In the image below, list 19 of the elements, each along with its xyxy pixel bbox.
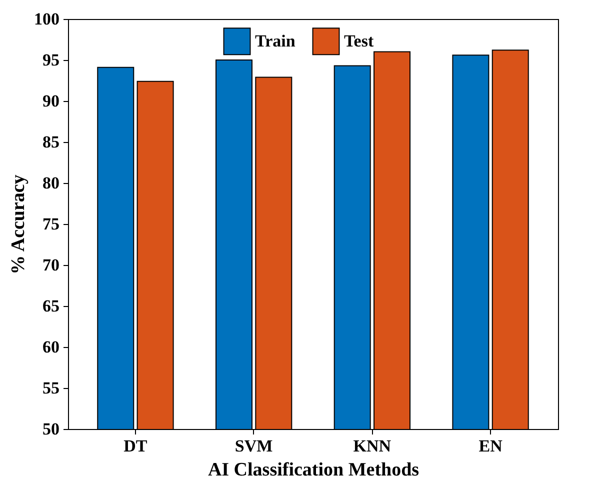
y-tick-label: 85: [42, 132, 60, 152]
y-tick-label: 55: [42, 378, 60, 398]
y-tick-label: 90: [42, 92, 60, 110]
y-tick-label: 50: [42, 420, 60, 438]
y-axis-title: % Accuracy: [8, 174, 29, 274]
y-tick-label: 75: [42, 214, 60, 234]
x-axis-title: AI Classification Methods: [208, 460, 420, 480]
y-tick-label: 65: [42, 296, 60, 316]
legend-label: Test: [344, 31, 374, 50]
x-tick-label: KNN: [353, 436, 392, 456]
y-tick-label: 80: [42, 174, 60, 192]
x-tick-label: EN: [478, 436, 504, 456]
y-tick-label: 60: [42, 338, 60, 356]
legend-label: Train: [255, 31, 296, 50]
x-tick-label: SVM: [234, 436, 273, 456]
x-tick-label: DT: [124, 436, 148, 456]
y-tick-label: 70: [42, 256, 60, 274]
y-tick-label: 95: [42, 50, 60, 70]
y-tick-label: 100: [34, 10, 60, 28]
